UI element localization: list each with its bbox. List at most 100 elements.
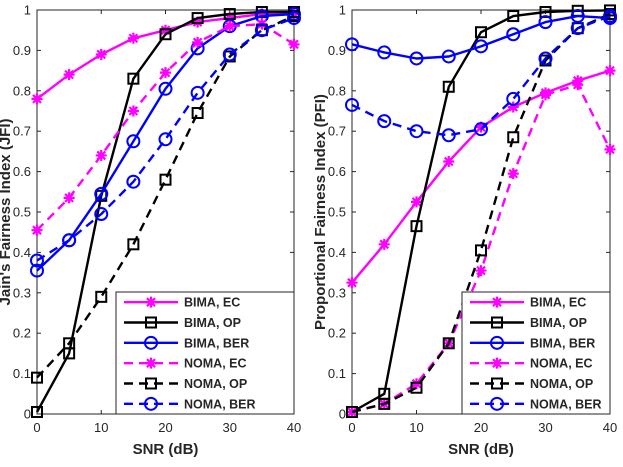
legend-label: BIMA, BER	[530, 336, 595, 350]
legend-marker	[144, 335, 158, 350]
y-tick-label: 1	[24, 3, 31, 18]
legend-label: NOMA, BER	[184, 397, 256, 411]
y-tick-label: 0.6	[13, 164, 31, 179]
data-point	[345, 97, 359, 112]
data-point	[63, 192, 75, 204]
data-point	[570, 21, 585, 36]
data-point	[604, 143, 616, 155]
data-point	[441, 49, 456, 64]
legend-box	[115, 291, 295, 415]
chart-panel-2: 0 10 20 30 40 0 0.1 0.2 0.3 0.4 0.5 0.6 0.7 0.8 0.9 1 SN…	[312, 3, 617, 459]
data-point	[507, 168, 519, 180]
data-point	[63, 337, 76, 350]
legend-label: NOMA, OP	[184, 377, 247, 391]
legend-marker	[144, 396, 158, 411]
data-point	[442, 80, 455, 93]
data-point	[507, 10, 520, 23]
y-tick-label: 0.3	[328, 285, 346, 300]
data-point	[191, 12, 204, 25]
legend-marker	[145, 316, 157, 329]
y-axis-label: Jain's Fairness Index (JFI)	[0, 119, 14, 306]
y-tick-label: 0.9	[328, 43, 346, 58]
data-point	[287, 11, 301, 26]
data-point	[223, 8, 236, 21]
x-tick-label: 10	[409, 420, 423, 435]
data-point	[95, 149, 107, 161]
data-point	[378, 238, 390, 250]
data-point	[62, 233, 77, 248]
legend-label: NOMA, EC	[530, 357, 593, 371]
y-tick-label: 0.4	[13, 245, 31, 260]
data-point	[126, 174, 141, 189]
legend-label: BIMA, EC	[530, 296, 586, 310]
y-tick-label: 0	[24, 407, 31, 422]
data-point	[158, 81, 173, 96]
data-point	[95, 48, 107, 60]
series-line	[351, 9, 611, 414]
data-point	[378, 397, 391, 410]
legend-marker	[490, 396, 504, 411]
y-tick-label: 0.9	[13, 43, 31, 58]
series-line	[36, 12, 295, 272]
x-tick-label: 10	[94, 420, 108, 435]
x-tick-label: 40	[287, 420, 301, 435]
data-point	[191, 107, 204, 120]
data-point	[443, 156, 455, 167]
data-point	[31, 405, 43, 418]
y-tick-label: 0.5	[328, 205, 346, 220]
data-point	[506, 91, 521, 106]
data-point	[224, 20, 236, 32]
data-point	[288, 38, 300, 50]
y-tick-label: 0.5	[13, 205, 31, 220]
data-point	[441, 128, 456, 143]
data-point	[126, 134, 141, 149]
data-point	[572, 79, 584, 91]
y-tick-label: 0.1	[328, 366, 346, 381]
y-tick-label: 0.6	[328, 164, 346, 179]
legend-marker	[145, 377, 157, 390]
y-tick-label: 0.7	[328, 124, 346, 139]
y-tick-label: 0	[339, 407, 346, 422]
legend-marker	[491, 296, 503, 308]
series-noma-ec	[31, 18, 300, 236]
data-point	[475, 244, 487, 257]
y-tick-label: 0.3	[13, 285, 31, 300]
legend-box	[461, 291, 611, 415]
data-point	[506, 27, 521, 42]
legend-marker	[491, 377, 503, 390]
legend-label: NOMA, BER	[530, 397, 602, 411]
data-point	[409, 51, 424, 66]
legend-label: BIMA, BER	[184, 336, 249, 350]
data-point	[222, 47, 237, 62]
data-point	[254, 23, 269, 38]
data-point	[192, 36, 204, 48]
data-point	[538, 15, 553, 30]
y-tick-label: 0.8	[328, 83, 346, 98]
data-point	[127, 105, 139, 117]
data-point	[475, 265, 487, 277]
x-tick-label: 30	[223, 420, 237, 435]
series-line	[36, 16, 295, 262]
legend-marker	[491, 316, 503, 329]
legend-label: BIMA, EC	[184, 296, 240, 310]
series-noma-ber	[345, 9, 617, 143]
y-tick-label: 0.2	[328, 326, 346, 341]
data-point	[346, 277, 358, 289]
data-point	[127, 72, 140, 85]
data-point	[63, 69, 75, 81]
x-tick-label: 0	[33, 420, 40, 435]
data-point	[410, 220, 423, 233]
data-point	[159, 173, 172, 186]
series-line	[35, 10, 294, 413]
x-tick-label: 30	[538, 420, 552, 435]
data-point	[158, 132, 173, 147]
data-point	[474, 39, 488, 54]
data-point	[256, 8, 268, 20]
legend: BIMA, EC BIMA, OP BIMA, BER NOMA, EC NOMA, O…	[115, 291, 295, 415]
legend-marker	[491, 357, 503, 369]
data-point	[30, 263, 44, 278]
legend-label: NOMA, EC	[184, 357, 247, 371]
legend-label: NOMA, OP	[530, 377, 593, 391]
data-point	[411, 196, 422, 208]
data-point	[538, 51, 553, 66]
